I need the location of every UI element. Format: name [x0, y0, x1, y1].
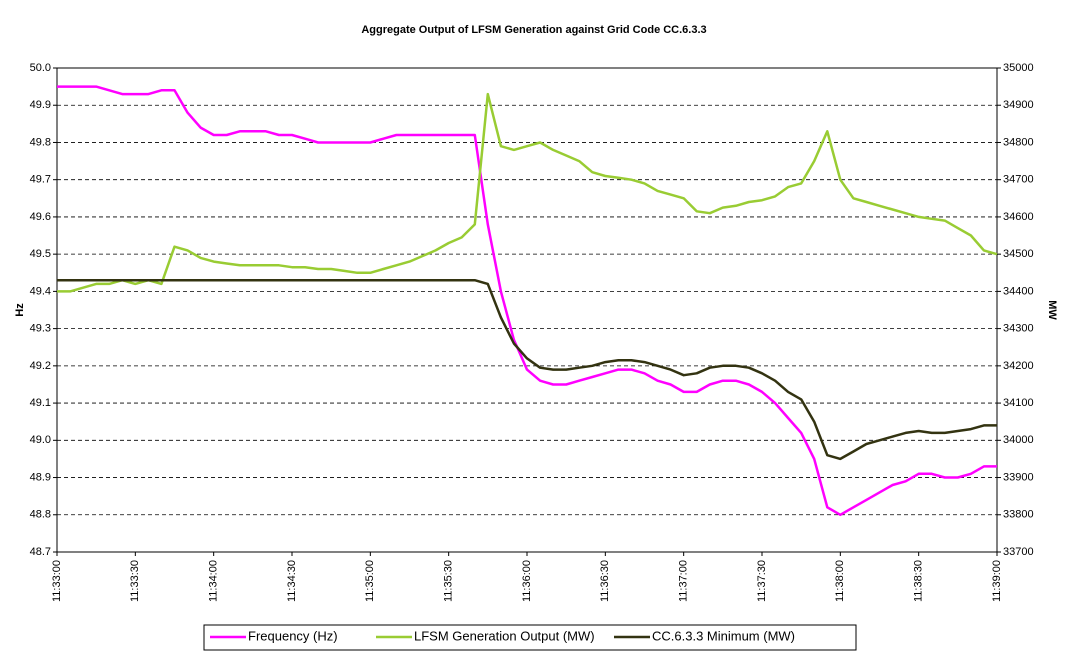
y-tick-label: 49.9 [30, 99, 51, 111]
y2-tick-label: 33700 [1003, 546, 1034, 558]
y-tick-label: 49.3 [30, 323, 51, 335]
y2-tick-label: 33900 [1003, 471, 1034, 483]
y-tick-label: 49.6 [30, 211, 51, 223]
series-line [57, 85, 997, 517]
y-tick-label: 49.5 [30, 248, 51, 260]
x-tick-label: 11:36:00 [521, 560, 533, 602]
legend-label: CC.6.3.3 Minimum (MW) [652, 628, 795, 643]
x-tick-label: 11:34:30 [286, 560, 298, 602]
y-tick-label: 49.0 [30, 434, 51, 446]
y2-tick-label: 34700 [1003, 174, 1034, 186]
x-tick-label: 11:39:00 [991, 560, 1003, 602]
x-tick-label: 11:37:00 [678, 560, 690, 602]
y2-axis-label: MW [1046, 300, 1058, 320]
x-tick-label: 11:33:30 [129, 560, 141, 602]
chart-title: Aggregate Output of LFSM Generation agai… [361, 24, 706, 36]
y-tick-label: 48.9 [30, 471, 51, 483]
y-tick-label: 49.2 [30, 360, 51, 372]
y2-tick-label: 34500 [1003, 248, 1034, 260]
y2-tick-label: 34400 [1003, 285, 1034, 297]
y2-tick-label: 34000 [1003, 434, 1034, 446]
series-line [57, 92, 998, 293]
x-tick-label: 11:37:30 [756, 560, 768, 602]
y2-tick-label: 33800 [1003, 509, 1034, 521]
y2-tick-label: 34200 [1003, 360, 1034, 372]
legend-label: LFSM Generation Output (MW) [414, 628, 595, 643]
x-tick-label: 11:36:30 [599, 560, 611, 602]
x-tick-label: 11:35:30 [443, 560, 455, 602]
y2-tick-label: 34600 [1003, 211, 1034, 223]
y2-tick-label: 35000 [1003, 62, 1034, 74]
y2-tick-label: 34800 [1003, 136, 1034, 148]
y2-tick-label: 34300 [1003, 323, 1034, 335]
y2-tick-label: 34900 [1003, 99, 1034, 111]
series-line [57, 278, 997, 461]
x-tick-label: 11:38:30 [913, 560, 925, 602]
x-tick-label: 11:34:00 [208, 560, 220, 602]
legend-label: Frequency (Hz) [248, 628, 338, 643]
y-tick-label: 49.8 [30, 136, 51, 148]
y-tick-label: 48.8 [30, 509, 51, 521]
legend-box [203, 624, 857, 651]
y-axis-label: Hz [14, 303, 26, 317]
y2-tick-label: 34100 [1003, 397, 1034, 409]
x-tick-label: 11:35:00 [364, 560, 376, 602]
y-tick-label: 49.1 [30, 397, 51, 409]
plot-border [56, 67, 998, 553]
y-tick-label: 49.4 [30, 285, 51, 297]
y-tick-label: 48.7 [30, 546, 51, 558]
x-tick-label: 11:38:00 [834, 560, 846, 602]
y-tick-label: 50.0 [30, 62, 51, 74]
x-tick-label: 11:33:00 [51, 560, 63, 602]
y-tick-label: 49.7 [30, 174, 51, 186]
